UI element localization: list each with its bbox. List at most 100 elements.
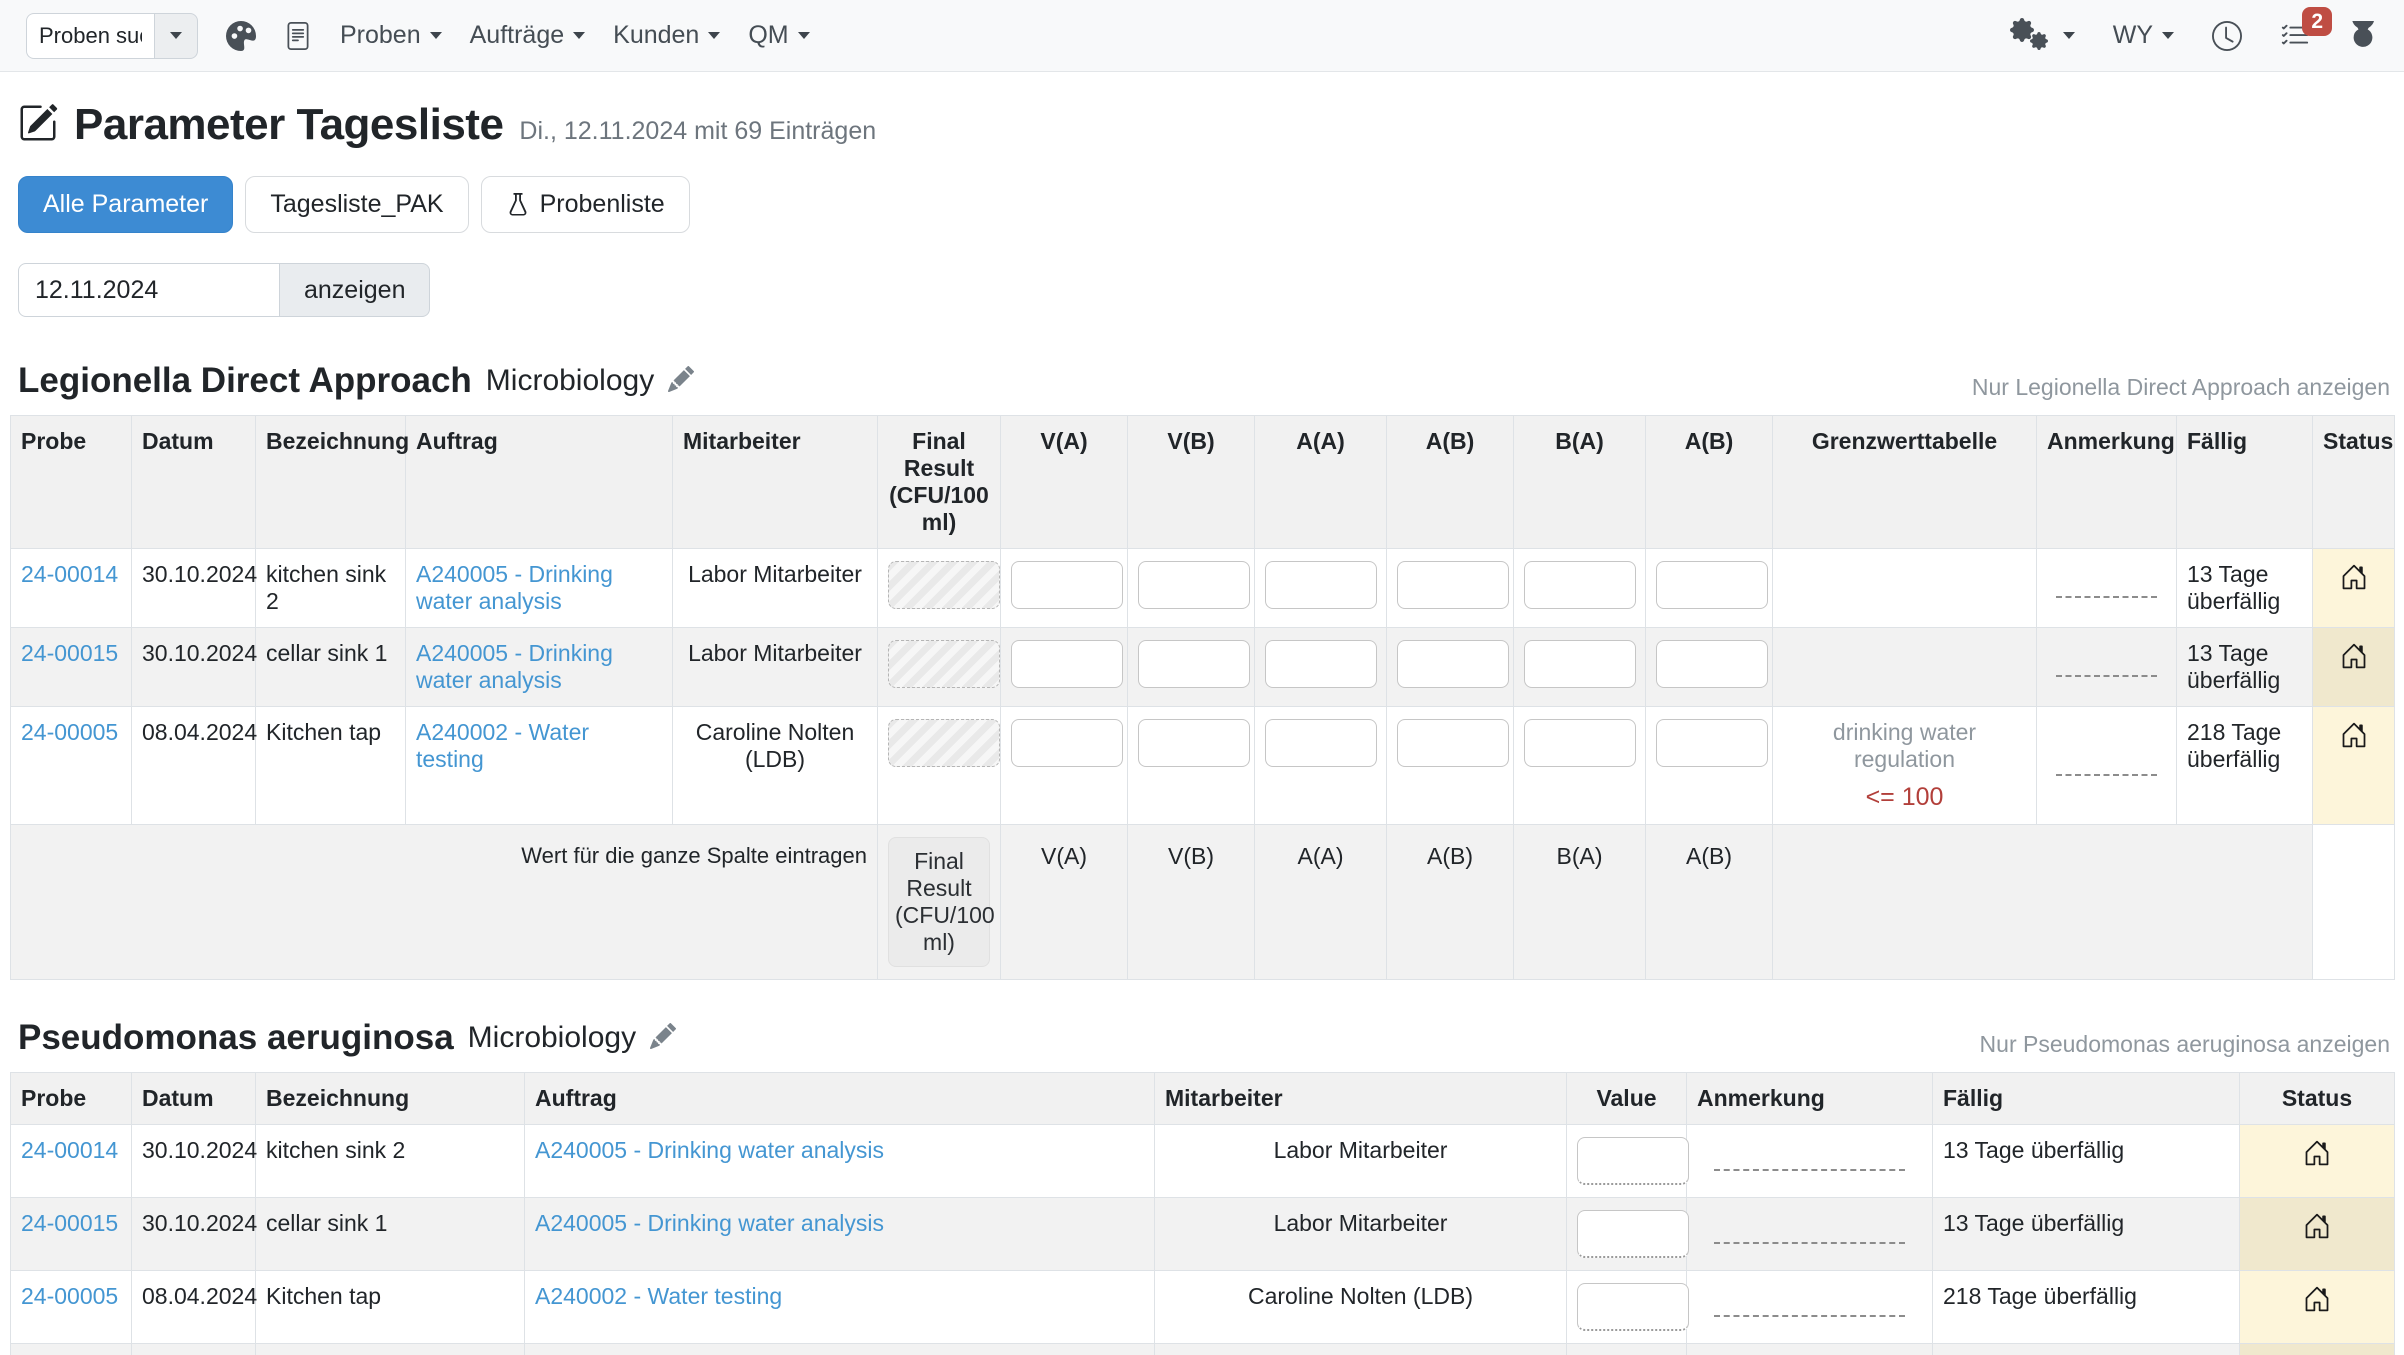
table-row: 24-00014 30.10.2024 kitchen sink 2 A2400… xyxy=(10,548,2395,628)
notification-badge: 2 xyxy=(2302,6,2332,36)
table-header-row: Probe Datum Bezeichnung Auftrag Mitarbei… xyxy=(10,1072,2395,1125)
column-label-va: V(A) xyxy=(1000,824,1128,980)
alle-parameter-button[interactable]: Alle Parameter xyxy=(18,176,234,233)
ab-input[interactable] xyxy=(1397,640,1509,688)
ba-input[interactable] xyxy=(1524,640,1636,688)
ba-input[interactable] xyxy=(1524,561,1636,609)
status-cell[interactable] xyxy=(2239,1270,2395,1344)
aa-input[interactable] xyxy=(1265,561,1377,609)
grenzwert-limit: <= 100 xyxy=(1865,783,1944,811)
auftrag-link[interactable]: A240002 - Water testing xyxy=(416,719,590,772)
probe-link[interactable]: 24-00015 xyxy=(21,640,119,666)
probe-link[interactable]: 24-00014 xyxy=(21,561,119,587)
settings-menu[interactable] xyxy=(2009,16,2075,56)
power-icon[interactable] xyxy=(2348,20,2378,51)
status-cell[interactable] xyxy=(2312,548,2395,628)
va-input[interactable] xyxy=(1011,719,1123,767)
final-result-column-button: Final Result (CFU/100 ml) xyxy=(888,837,995,967)
column-entry-row: Wert für die ganze Spalte eintragen Fina… xyxy=(10,824,2395,980)
home-icon xyxy=(2342,643,2365,669)
auftrag-link[interactable]: A240005 - Drinking water analysis xyxy=(416,640,613,693)
auftrag-link[interactable]: A240005 - Drinking water analysis xyxy=(416,561,613,614)
grenzwert-name: drinking water regulation xyxy=(1832,719,1977,772)
home-icon xyxy=(2305,1286,2329,1312)
caret-down-icon xyxy=(2162,32,2174,39)
anmerkung-field[interactable] xyxy=(1713,1291,1906,1317)
caret-down-icon xyxy=(2062,32,2075,39)
ba-input[interactable] xyxy=(1524,719,1636,767)
flask-icon xyxy=(509,192,527,215)
table-row: 24-00015 30.10.2024 cellar sink 1 A24000… xyxy=(10,1197,2395,1271)
probenliste-button[interactable]: Probenliste xyxy=(480,176,690,233)
clock-icon[interactable] xyxy=(2212,20,2242,51)
final-result-input-disabled xyxy=(888,561,1000,609)
menu-kunden[interactable]: Kunden xyxy=(613,21,721,50)
section2-filter-link[interactable]: Nur Pseudomonas aeruginosa anzeigen xyxy=(1979,1031,2390,1057)
page-subtitle: Di., 12.11.2024 mit 69 Einträgen xyxy=(519,117,877,145)
final-result-input-disabled xyxy=(888,719,1000,767)
value-input[interactable] xyxy=(1577,1283,1689,1331)
search-dropdown-button[interactable] xyxy=(154,12,198,59)
vb-input[interactable] xyxy=(1138,640,1250,688)
value-input[interactable] xyxy=(1577,1137,1689,1185)
probe-link[interactable]: 24-00014 xyxy=(21,1137,119,1163)
probe-link[interactable]: 24-00005 xyxy=(21,719,119,745)
menu-qm[interactable]: QM xyxy=(748,21,810,50)
anmerkung-field[interactable] xyxy=(1713,1218,1906,1244)
ab2-input[interactable] xyxy=(1656,719,1768,767)
ab2-input[interactable] xyxy=(1656,640,1768,688)
auftrag-link[interactable]: A240005 - Drinking water analysis xyxy=(535,1210,885,1236)
vb-input[interactable] xyxy=(1138,719,1250,767)
anmerkung-field[interactable] xyxy=(2055,651,2158,677)
status-cell[interactable] xyxy=(2239,1197,2395,1271)
column-label-ab: A(B) xyxy=(1386,824,1514,980)
status-cell[interactable] xyxy=(2239,1343,2395,1355)
status-cell[interactable] xyxy=(2312,706,2395,825)
table-row: 24-00014 30.10.2024 kitchen sink 2 A2400… xyxy=(10,1124,2395,1198)
date-input[interactable] xyxy=(18,263,280,317)
va-input[interactable] xyxy=(1011,640,1123,688)
ab2-input[interactable] xyxy=(1656,561,1768,609)
column-label-aa: A(A) xyxy=(1254,824,1387,980)
caret-down-icon xyxy=(573,32,586,39)
pencil-icon[interactable] xyxy=(650,1022,677,1054)
user-menu[interactable]: WY xyxy=(2113,21,2174,50)
document-icon[interactable] xyxy=(284,21,312,50)
edit-square-icon xyxy=(18,103,58,148)
caret-down-icon xyxy=(429,32,442,39)
anmerkung-field[interactable] xyxy=(1713,1145,1906,1171)
anmerkung-field[interactable] xyxy=(2055,750,2158,776)
ab-input[interactable] xyxy=(1397,719,1509,767)
table-header-row: Probe Datum Bezeichnung Auftrag Mitarbei… xyxy=(10,415,2395,549)
auftrag-link[interactable]: A240002 - Water testing xyxy=(535,1283,783,1309)
va-input[interactable] xyxy=(1011,561,1123,609)
anzeigen-button[interactable]: anzeigen xyxy=(280,263,431,317)
column-label-ba: B(A) xyxy=(1513,824,1646,980)
caret-down-icon xyxy=(170,32,182,39)
search-input[interactable] xyxy=(26,12,154,59)
aa-input[interactable] xyxy=(1265,719,1377,767)
section1-title: Legionella Direct Approach xyxy=(18,361,472,400)
section1-filter-link[interactable]: Nur Legionella Direct Approach anzeigen xyxy=(1971,374,2390,400)
tagesliste-pak-button[interactable]: Tagesliste_PAK xyxy=(245,176,469,233)
auftrag-link[interactable]: A240005 - Drinking water analysis xyxy=(535,1137,885,1163)
ab-input[interactable] xyxy=(1397,561,1509,609)
aa-input[interactable] xyxy=(1265,640,1377,688)
value-input[interactable] xyxy=(1577,1210,1689,1258)
vb-input[interactable] xyxy=(1138,561,1250,609)
palette-icon[interactable] xyxy=(226,20,256,51)
status-cell[interactable] xyxy=(2312,627,2395,707)
section1-subtitle: Microbiology xyxy=(485,364,655,397)
menu-auftraege[interactable]: Aufträge xyxy=(470,21,586,50)
status-cell[interactable] xyxy=(2239,1124,2395,1198)
menu-proben[interactable]: Proben xyxy=(340,21,442,50)
user-initials: WY xyxy=(2112,21,2153,49)
anmerkung-field[interactable] xyxy=(2055,572,2158,598)
section2-title: Pseudomonas aeruginosa xyxy=(18,1018,454,1057)
probe-link[interactable]: 24-00005 xyxy=(21,1283,119,1309)
probe-link[interactable]: 24-00015 xyxy=(21,1210,119,1236)
pencil-icon[interactable] xyxy=(668,365,695,397)
checklist-icon xyxy=(2281,24,2309,44)
task-list-button[interactable]: 2 xyxy=(2280,6,2332,51)
caret-down-icon xyxy=(797,32,810,39)
